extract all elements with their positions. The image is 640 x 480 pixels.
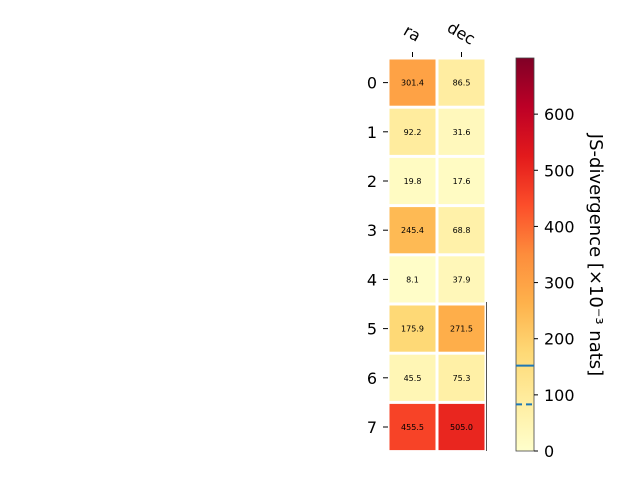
- colorbar-gradient: [515, 57, 535, 452]
- colorbar-tick-label: 300: [544, 274, 575, 293]
- cell-value-label: 31.6: [453, 128, 471, 137]
- column-tick-labels: ra dec: [400, 18, 478, 57]
- colorbar-label: JS-divergence [×10⁻³ nats]: [585, 133, 606, 376]
- cell-value-label: 271.5: [450, 325, 473, 334]
- row-tick-labels: 0 1 2 3 4 5 6 7: [367, 74, 388, 437]
- heatmap-cell: [438, 157, 485, 205]
- cell-value-label: 68.8: [453, 226, 471, 235]
- heatmap-cell: [389, 59, 436, 106]
- row-tick-label: 3: [367, 221, 377, 240]
- colorbar-tick-label: 400: [544, 217, 575, 236]
- cell-value-label: 505.0: [450, 423, 473, 432]
- cell-value-label: 301.4: [401, 79, 424, 88]
- heatmap-cell: [389, 207, 436, 254]
- heatmap-cell: [438, 403, 485, 451]
- colorbar-tick-label: 0: [544, 442, 554, 461]
- heatmap-cell: [438, 305, 485, 352]
- row-tick-label: 0: [367, 74, 377, 93]
- colorbar-tick-label: 600: [544, 105, 575, 124]
- cell-value-label: 17.6: [453, 177, 471, 186]
- cell-value-label: 45.5: [404, 374, 422, 383]
- heatmap-cell: [438, 354, 485, 401]
- row-tick-label: 2: [367, 172, 377, 191]
- heatmap-cell: [438, 108, 485, 155]
- row-tick-label: 6: [367, 369, 377, 388]
- heatmap-cell: [438, 59, 485, 106]
- cell-value-label: 37.9: [453, 275, 471, 284]
- heatmap-cell: [389, 305, 436, 352]
- cell-value-label: 8.1: [406, 275, 419, 284]
- colorbar-ticks: 0 100 200 300 400 500 600: [534, 105, 575, 461]
- cell-value-label: 19.8: [404, 177, 422, 186]
- colorbar-tick-label: 500: [544, 161, 575, 180]
- heatmap-cell: [389, 157, 436, 205]
- heatmap-cell: [389, 354, 436, 401]
- heatmap-cell: [389, 108, 436, 155]
- heatmap-cell: [438, 256, 485, 303]
- heatmap-cell: [438, 207, 485, 254]
- cell-value-label: 75.3: [453, 374, 471, 383]
- heatmap-cell: [389, 256, 436, 303]
- cell-value-label: 455.5: [401, 423, 424, 432]
- heatmap-cell: [389, 403, 436, 451]
- row-tick-label: 5: [367, 320, 377, 339]
- row-tick-label: 7: [367, 418, 377, 437]
- row-tick-label: 1: [367, 123, 377, 142]
- cell-value-label: 86.5: [453, 79, 471, 88]
- colorbar-tick-label: 100: [544, 386, 575, 405]
- column-tick-label: dec: [444, 18, 478, 49]
- heatmap-cells: 301.4 86.5 92.2 31.6 19.8 17.6 245.4 68.8 8.1 37.…: [389, 59, 485, 451]
- colorbar: 0 100 200 300 400 500 600: [515, 57, 575, 461]
- cell-value-label: 175.9: [401, 325, 424, 334]
- column-tick-label: ra: [400, 21, 424, 46]
- cell-value-label: 92.2: [404, 128, 422, 137]
- cell-value-label: 245.4: [401, 226, 424, 235]
- colorbar-tick-label: 200: [544, 330, 575, 349]
- row-tick-label: 4: [367, 270, 377, 289]
